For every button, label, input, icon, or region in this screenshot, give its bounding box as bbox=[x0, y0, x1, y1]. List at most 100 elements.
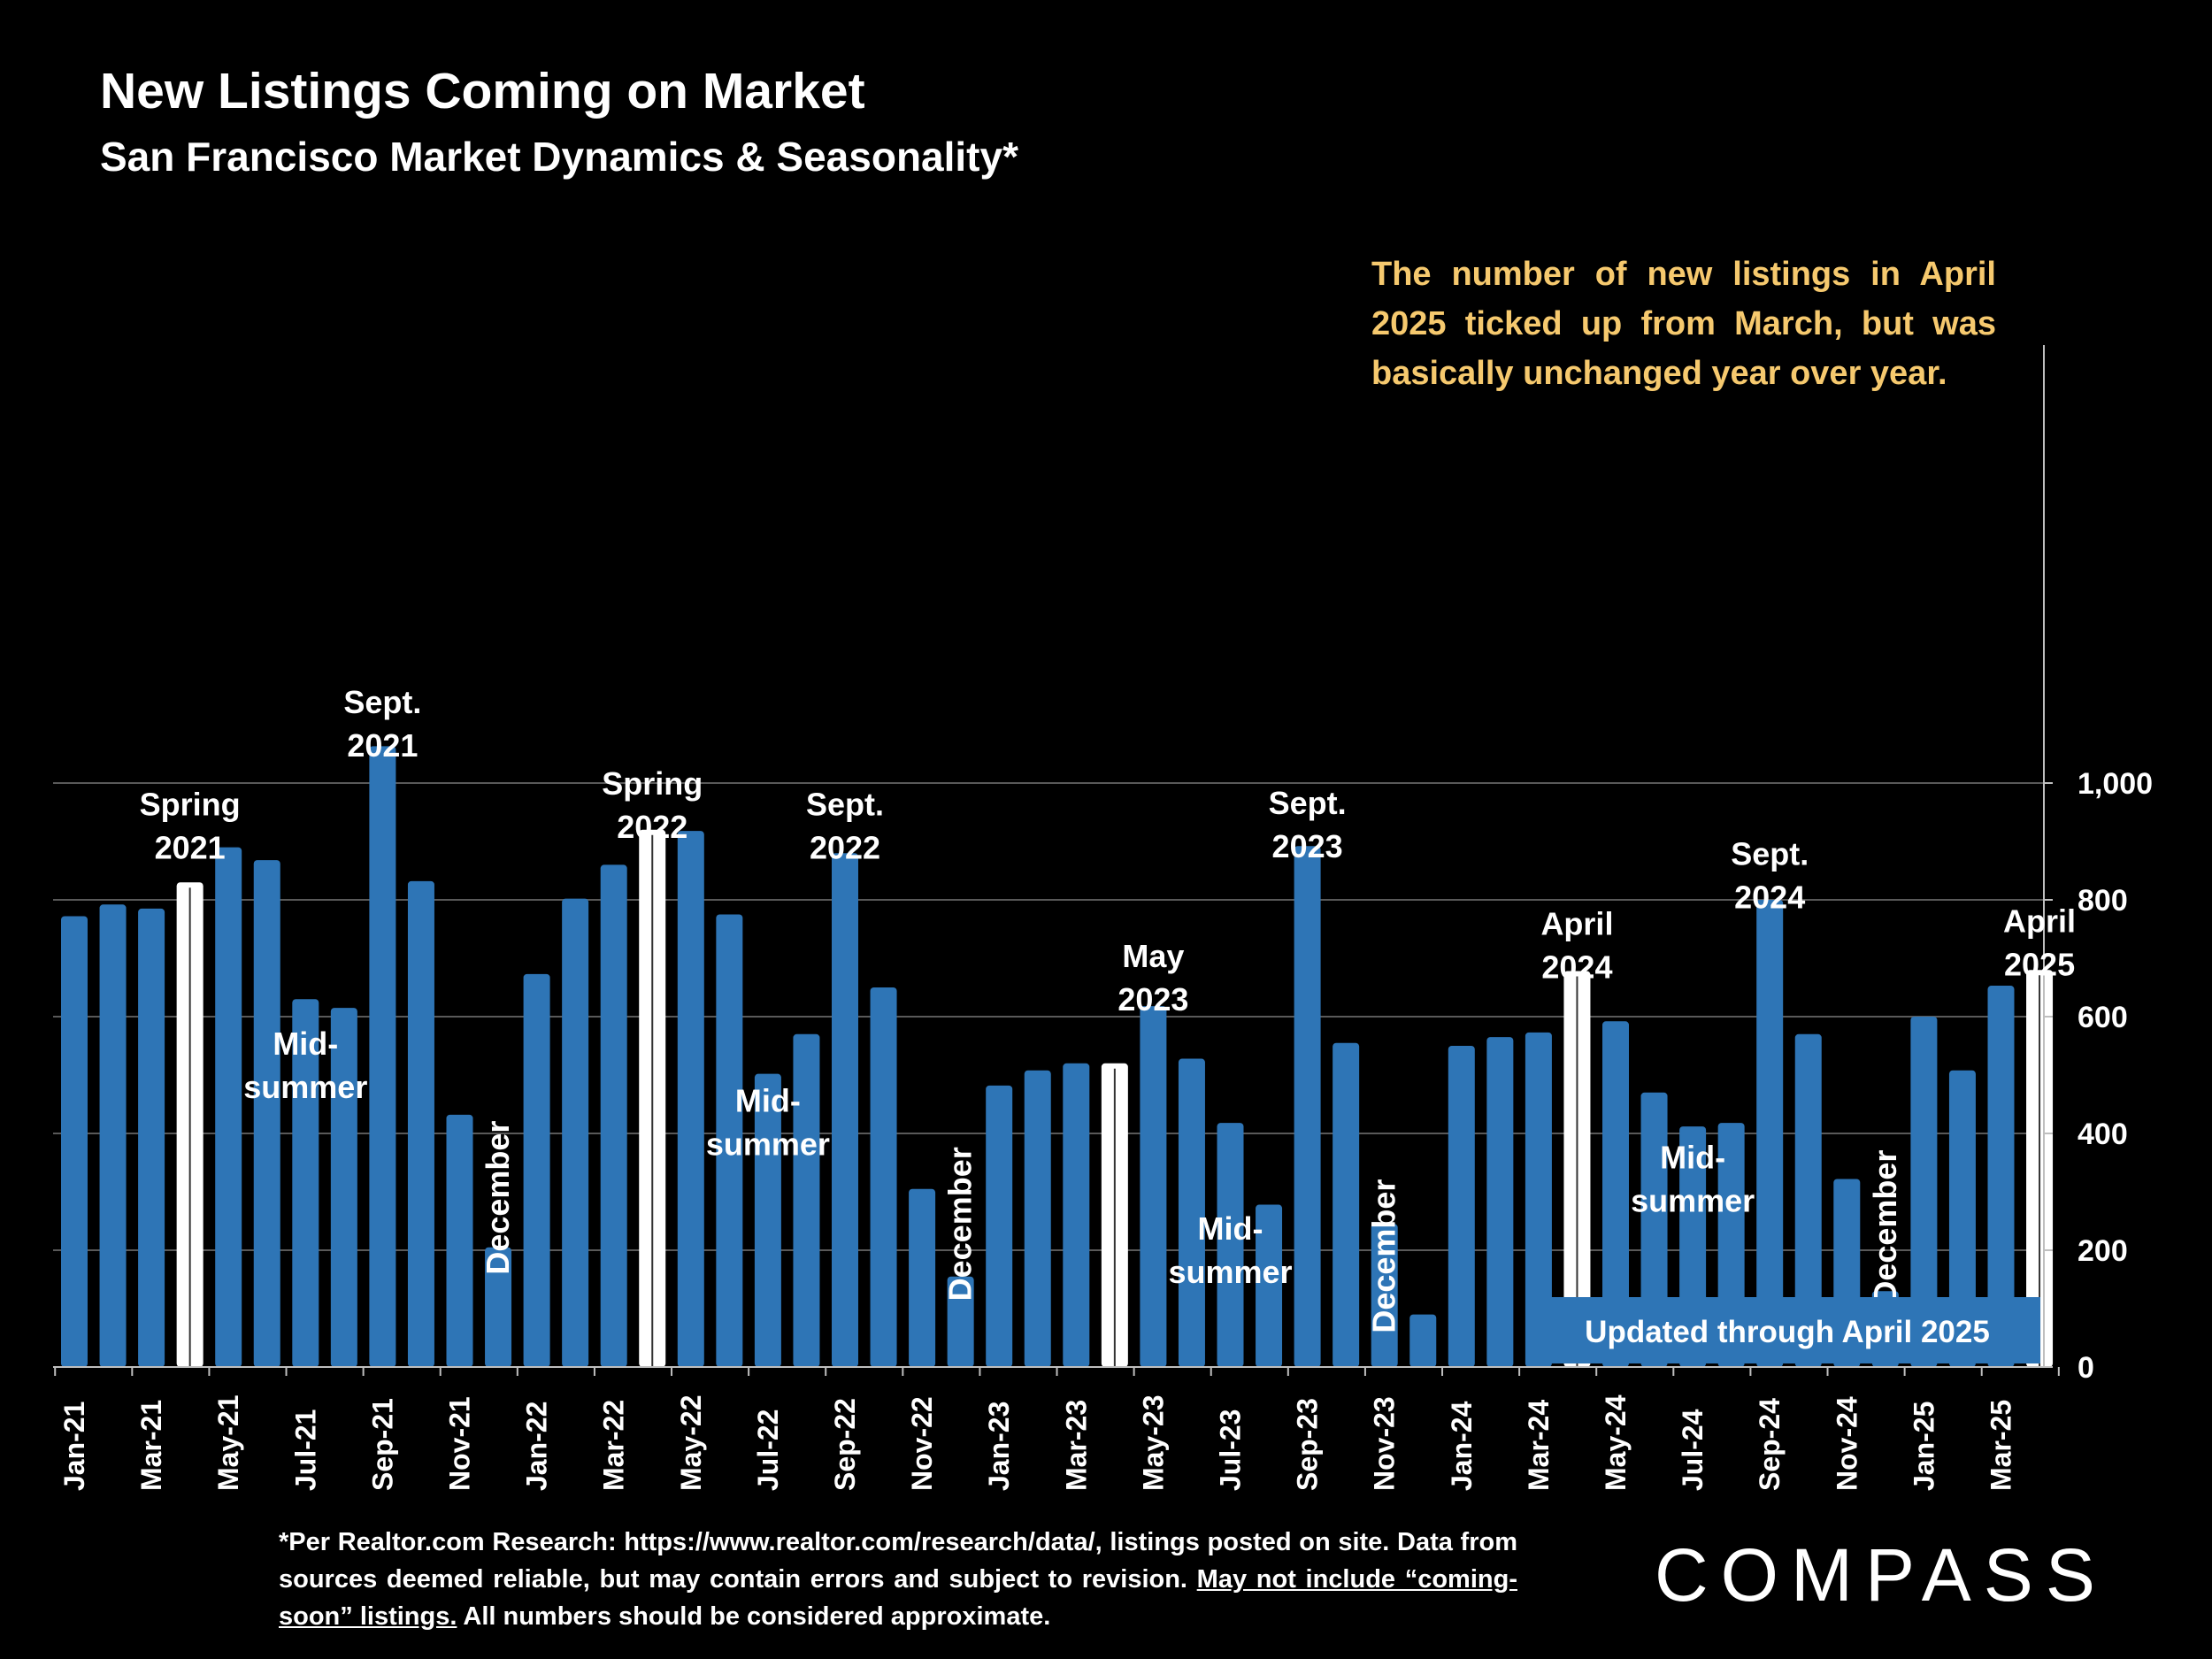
annotation-label: Sept. 2024 bbox=[1731, 835, 1809, 915]
bar bbox=[446, 1114, 473, 1367]
x-tick-label: Sep-22 bbox=[829, 1398, 861, 1491]
annotation-line: Sept. bbox=[1731, 835, 1809, 872]
annotation-line: 2022 bbox=[617, 809, 687, 845]
bar bbox=[677, 831, 704, 1367]
bar bbox=[600, 864, 627, 1367]
bar bbox=[870, 987, 897, 1367]
bar bbox=[793, 1033, 820, 1367]
bar bbox=[1063, 1063, 1090, 1367]
annotation-label: December bbox=[1366, 1179, 1402, 1333]
x-tick-label: Sep-23 bbox=[1292, 1398, 1324, 1491]
annotation-line: Spring bbox=[140, 786, 241, 822]
footnote: *Per Realtor.com Research: https://www.r… bbox=[279, 1524, 1517, 1635]
annotation-line: summer bbox=[706, 1126, 830, 1163]
bar bbox=[523, 973, 550, 1367]
bar bbox=[754, 1073, 781, 1367]
x-tick-label: Jan-22 bbox=[521, 1402, 553, 1491]
annotations: Spring 2021 Sept. 2021 Mid-summer December Spr… bbox=[140, 684, 2076, 1333]
y-tick-label: 1,000 bbox=[2078, 767, 2153, 801]
annotation-label: May 2023 bbox=[1118, 938, 1188, 1018]
annotation-line: Sept. bbox=[1269, 785, 1347, 821]
compass-logo: COMPASS bbox=[1655, 1533, 2108, 1617]
bar bbox=[986, 1085, 1013, 1367]
annotation-line: summer bbox=[1631, 1183, 1755, 1219]
y-tick-label: 600 bbox=[2078, 1001, 2128, 1034]
bar bbox=[330, 1008, 357, 1367]
bars bbox=[61, 746, 2054, 1367]
bar bbox=[1256, 1204, 1283, 1367]
annotation-label: April 2024 bbox=[1540, 906, 1613, 986]
x-tick-label: Mar-22 bbox=[598, 1400, 630, 1491]
bar bbox=[1217, 1123, 1244, 1367]
annotation-line: Mid- bbox=[1198, 1210, 1263, 1247]
annotation-line: Sept. bbox=[343, 684, 421, 720]
x-tick-label: Jul-24 bbox=[1677, 1409, 1709, 1491]
x-tick-label: May-23 bbox=[1137, 1395, 1169, 1492]
annotation-label: Mid-summer bbox=[243, 1025, 367, 1105]
annotation-line: Sept. bbox=[806, 786, 884, 822]
x-tick-label: Jan-25 bbox=[1908, 1402, 1939, 1491]
annotation-line: Spring bbox=[602, 765, 703, 802]
x-tick-label: Jul-23 bbox=[1215, 1409, 1247, 1491]
annotation-label: April 2025 bbox=[2003, 902, 2076, 982]
x-tick-label: Sep-24 bbox=[1754, 1398, 1786, 1491]
bar bbox=[1371, 1224, 1398, 1367]
footnote-source: *Per Realtor.com Research: https://www.r… bbox=[279, 1528, 1517, 1594]
bar bbox=[909, 1188, 936, 1367]
chart-title: New Listings Coming on Market bbox=[100, 63, 865, 119]
bar bbox=[832, 853, 858, 1367]
updated-badge-group: Updated through April 2025 bbox=[1547, 1297, 2040, 1363]
annotation-line: April bbox=[1540, 906, 1613, 942]
bar bbox=[1525, 1032, 1552, 1367]
x-tick-label: Mar-24 bbox=[1523, 1400, 1555, 1491]
y-tick-label: 200 bbox=[2078, 1234, 2128, 1268]
annotation-label: December bbox=[942, 1147, 979, 1301]
annotation-line: 2023 bbox=[1272, 828, 1343, 864]
bar bbox=[716, 914, 743, 1367]
bar bbox=[485, 1247, 512, 1367]
footnote-underlined: May not include “coming-soon” listings. bbox=[279, 1565, 1517, 1631]
bar bbox=[215, 847, 242, 1367]
x-tick-label: Jul-22 bbox=[752, 1409, 784, 1491]
annotation-label: Mid-summer bbox=[706, 1083, 830, 1163]
annotation-line: 2021 bbox=[155, 829, 226, 865]
x-tick-label: Nov-24 bbox=[1831, 1396, 1863, 1491]
bar bbox=[138, 908, 165, 1367]
bar bbox=[1024, 1070, 1051, 1367]
annotation-line: Mid- bbox=[273, 1025, 338, 1062]
bar bbox=[1794, 1033, 1822, 1367]
bar bbox=[253, 860, 280, 1367]
annotation-line: Mid- bbox=[1660, 1140, 1725, 1176]
annotation-line: 2024 bbox=[1734, 879, 1805, 915]
x-tick-label: Mar-21 bbox=[135, 1400, 167, 1491]
bar bbox=[61, 916, 88, 1367]
x-tick-label: May-21 bbox=[212, 1395, 244, 1492]
x-tick-label: Jul-21 bbox=[289, 1409, 321, 1491]
bar bbox=[369, 746, 396, 1367]
x-tick-label: Nov-23 bbox=[1369, 1396, 1401, 1491]
y-tick-label: 800 bbox=[2078, 884, 2128, 918]
bar bbox=[947, 1276, 974, 1367]
y-tick-label: 0 bbox=[2078, 1351, 2094, 1385]
axes: 0 200 400 600 800 1,000 Jan-21 Mar-21 May-21 Jul-… bbox=[53, 345, 2153, 1491]
annotation-line: April bbox=[2003, 902, 2076, 939]
annotation-label: Sept. 2022 bbox=[806, 786, 884, 865]
bar bbox=[1178, 1058, 1205, 1367]
annotation-label: Mid-summer bbox=[1631, 1140, 1755, 1219]
bar bbox=[1448, 1046, 1475, 1367]
callout-text: The number of new listings in April 2025… bbox=[1371, 256, 1996, 392]
bar bbox=[99, 904, 127, 1367]
bar-chart: 0 200 400 600 800 1,000 Jan-21 Mar-21 May-21 Jul-… bbox=[53, 345, 2153, 1491]
annotation-line: 2022 bbox=[810, 829, 880, 865]
x-tick-label: Jan-24 bbox=[1446, 1401, 1478, 1491]
bar bbox=[1948, 1070, 1976, 1367]
annotation-label: Spring 2022 bbox=[602, 765, 703, 845]
bar bbox=[1987, 986, 2015, 1367]
bar bbox=[292, 999, 319, 1367]
chart-subtitle: San Francisco Market Dynamics & Seasonal… bbox=[100, 134, 1018, 180]
updated-badge-background bbox=[1547, 1297, 2040, 1363]
footnote-end: All numbers should be considered approxi… bbox=[457, 1602, 1051, 1631]
bar bbox=[1409, 1314, 1437, 1367]
annotation-label: Sept. 2021 bbox=[343, 684, 421, 764]
annotation-line: 2024 bbox=[1541, 949, 1612, 986]
